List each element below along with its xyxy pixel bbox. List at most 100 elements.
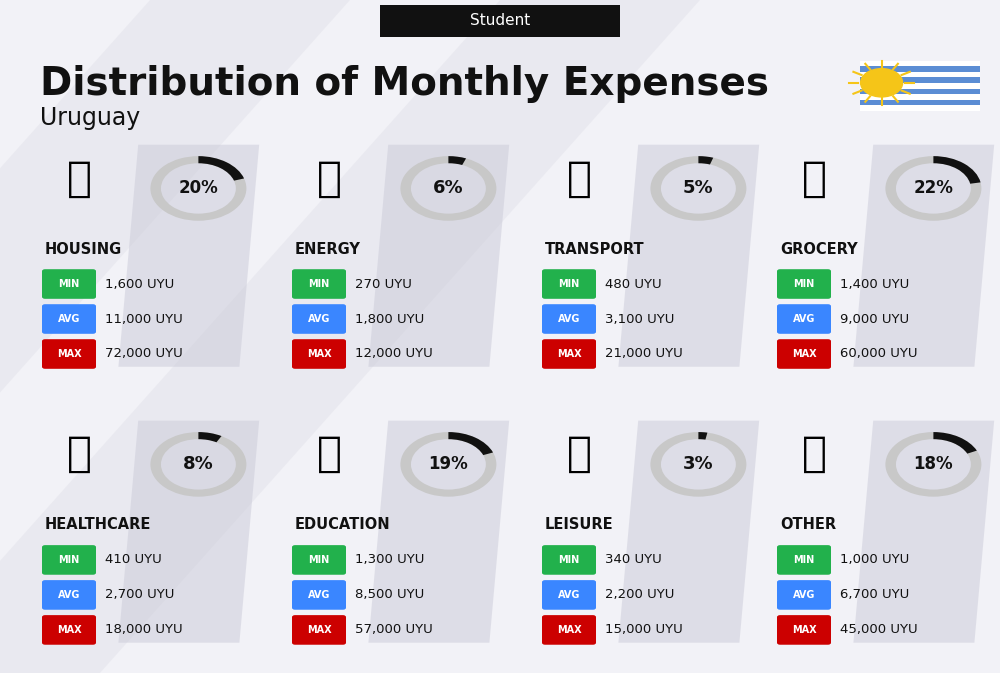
FancyBboxPatch shape [860, 89, 980, 94]
Text: Student: Student [470, 13, 530, 28]
FancyBboxPatch shape [42, 339, 96, 369]
Polygon shape [0, 0, 700, 673]
FancyBboxPatch shape [777, 615, 831, 645]
Text: 11,000 UYU: 11,000 UYU [105, 312, 183, 326]
Text: 2,200 UYU: 2,200 UYU [605, 588, 674, 602]
Text: AVG: AVG [58, 314, 80, 324]
Text: AVG: AVG [793, 314, 815, 324]
FancyBboxPatch shape [292, 615, 346, 645]
Text: EDUCATION: EDUCATION [295, 518, 391, 532]
Wedge shape [400, 432, 496, 497]
Text: 1,600 UYU: 1,600 UYU [105, 277, 174, 291]
Text: MIN: MIN [58, 555, 80, 565]
FancyBboxPatch shape [777, 545, 831, 575]
Text: 🛍️: 🛍️ [567, 433, 592, 475]
Wedge shape [150, 432, 246, 497]
Text: 480 UYU: 480 UYU [605, 277, 662, 291]
Text: 8%: 8% [183, 456, 214, 473]
Text: TRANSPORT: TRANSPORT [545, 242, 645, 256]
FancyBboxPatch shape [860, 100, 980, 106]
Text: 6%: 6% [433, 180, 464, 197]
Text: Distribution of Monthly Expenses: Distribution of Monthly Expenses [40, 65, 769, 103]
FancyBboxPatch shape [292, 304, 346, 334]
FancyBboxPatch shape [542, 304, 596, 334]
Text: Uruguay: Uruguay [40, 106, 140, 130]
Text: 22%: 22% [913, 180, 953, 197]
Text: AVG: AVG [308, 590, 330, 600]
Wedge shape [150, 156, 246, 221]
Text: 💗: 💗 [67, 433, 92, 475]
Text: MAX: MAX [557, 625, 581, 635]
Wedge shape [698, 156, 713, 164]
FancyBboxPatch shape [542, 545, 596, 575]
Text: 1,400 UYU: 1,400 UYU [840, 277, 909, 291]
Text: 🎓: 🎓 [317, 433, 342, 475]
Text: 1,000 UYU: 1,000 UYU [840, 553, 909, 567]
FancyBboxPatch shape [42, 304, 96, 334]
Text: LEISURE: LEISURE [545, 518, 614, 532]
Text: 6,700 UYU: 6,700 UYU [840, 588, 909, 602]
FancyBboxPatch shape [860, 61, 980, 111]
Text: OTHER: OTHER [780, 518, 836, 532]
FancyBboxPatch shape [860, 77, 980, 83]
Wedge shape [885, 432, 981, 497]
Text: 21,000 UYU: 21,000 UYU [605, 347, 683, 361]
Text: 🚌: 🚌 [567, 157, 592, 199]
Text: 410 UYU: 410 UYU [105, 553, 162, 567]
Polygon shape [118, 145, 259, 367]
Text: 72,000 UYU: 72,000 UYU [105, 347, 183, 361]
Text: MAX: MAX [307, 625, 331, 635]
Text: 12,000 UYU: 12,000 UYU [355, 347, 433, 361]
FancyBboxPatch shape [42, 615, 96, 645]
Text: 2,700 UYU: 2,700 UYU [105, 588, 174, 602]
FancyBboxPatch shape [777, 580, 831, 610]
Text: 3%: 3% [683, 456, 714, 473]
Circle shape [861, 69, 903, 97]
Text: MIN: MIN [558, 279, 580, 289]
Wedge shape [400, 156, 496, 221]
Text: 🏢: 🏢 [67, 157, 92, 199]
Wedge shape [198, 432, 222, 442]
FancyBboxPatch shape [42, 580, 96, 610]
Text: MAX: MAX [557, 349, 581, 359]
Wedge shape [933, 432, 977, 454]
Wedge shape [448, 156, 466, 165]
Text: MAX: MAX [57, 625, 81, 635]
Text: 1,300 UYU: 1,300 UYU [355, 553, 424, 567]
Text: 3,100 UYU: 3,100 UYU [605, 312, 674, 326]
Polygon shape [0, 0, 350, 673]
FancyBboxPatch shape [777, 304, 831, 334]
Text: MIN: MIN [308, 279, 330, 289]
Text: AVG: AVG [558, 590, 580, 600]
Text: 1,800 UYU: 1,800 UYU [355, 312, 424, 326]
Wedge shape [650, 432, 746, 497]
Wedge shape [933, 156, 981, 184]
Text: MAX: MAX [57, 349, 81, 359]
FancyBboxPatch shape [42, 269, 96, 299]
Polygon shape [853, 145, 994, 367]
Text: 💰: 💰 [802, 433, 827, 475]
FancyBboxPatch shape [380, 5, 620, 37]
Text: 270 UYU: 270 UYU [355, 277, 412, 291]
Text: 9,000 UYU: 9,000 UYU [840, 312, 909, 326]
Wedge shape [698, 432, 707, 439]
Wedge shape [448, 432, 493, 455]
Text: MIN: MIN [793, 555, 815, 565]
Text: MIN: MIN [58, 279, 80, 289]
Text: MAX: MAX [792, 625, 816, 635]
Text: 45,000 UYU: 45,000 UYU [840, 623, 918, 637]
FancyBboxPatch shape [542, 339, 596, 369]
Text: AVG: AVG [58, 590, 80, 600]
Text: 20%: 20% [179, 180, 218, 197]
Text: 🔌: 🔌 [317, 157, 342, 199]
FancyBboxPatch shape [777, 339, 831, 369]
Text: 57,000 UYU: 57,000 UYU [355, 623, 433, 637]
Text: 18,000 UYU: 18,000 UYU [105, 623, 183, 637]
Text: MAX: MAX [792, 349, 816, 359]
FancyBboxPatch shape [292, 580, 346, 610]
FancyBboxPatch shape [860, 66, 980, 72]
Polygon shape [618, 145, 759, 367]
Text: AVG: AVG [308, 314, 330, 324]
FancyBboxPatch shape [292, 339, 346, 369]
Text: GROCERY: GROCERY [780, 242, 858, 256]
